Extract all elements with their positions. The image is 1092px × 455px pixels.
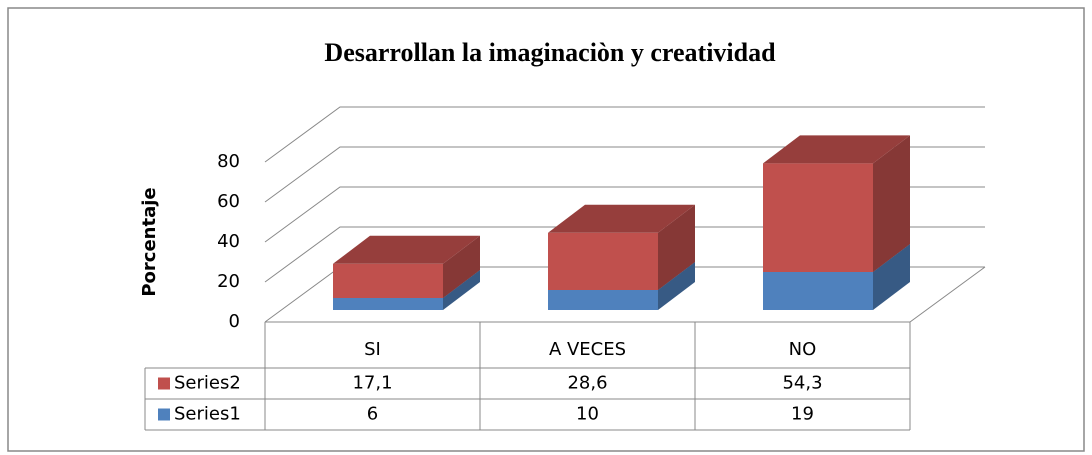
y-tick-label: 80 [217, 151, 240, 172]
chart-title: Desarrollan la imaginaciòn y creatividad [324, 38, 776, 67]
bar-top [763, 135, 910, 164]
bar-front [333, 298, 443, 310]
bar-top [548, 204, 695, 233]
bar-front [548, 290, 658, 310]
bar-side [658, 204, 695, 290]
table-value: 19 [791, 404, 814, 425]
x-tick-label: SI [364, 339, 381, 360]
y-tick-label: 20 [217, 271, 240, 292]
bar-front [763, 272, 873, 310]
table-value: 17,1 [352, 373, 392, 394]
y-axis-label: Porcentaje [139, 187, 160, 296]
floor-edge [909, 266, 986, 323]
bar-side [443, 270, 480, 310]
bar-side [658, 262, 695, 310]
x-tick-label: A VECES [549, 339, 626, 360]
grid-line [264, 146, 985, 203]
grid-line [264, 106, 985, 163]
legend-key [158, 377, 170, 390]
table-value: 54,3 [782, 373, 822, 394]
table-value: 28,6 [567, 373, 607, 394]
table-value: 10 [576, 404, 599, 425]
bar-top [333, 235, 480, 264]
bar-front [548, 232, 658, 290]
legend-label: Series1 [174, 404, 241, 425]
y-tick-label: 60 [217, 191, 240, 212]
x-tick-label: NO [789, 339, 817, 360]
y-tick-label: 0 [229, 311, 240, 332]
bar-front [763, 163, 873, 272]
legend-key [158, 408, 170, 421]
legend-label: Series2 [174, 373, 241, 394]
bar-side [443, 235, 480, 298]
bar-front [333, 263, 443, 298]
bar-side [873, 135, 910, 272]
table-value: 6 [367, 404, 378, 425]
y-tick-label: 40 [217, 231, 240, 252]
bar-side [873, 244, 910, 310]
